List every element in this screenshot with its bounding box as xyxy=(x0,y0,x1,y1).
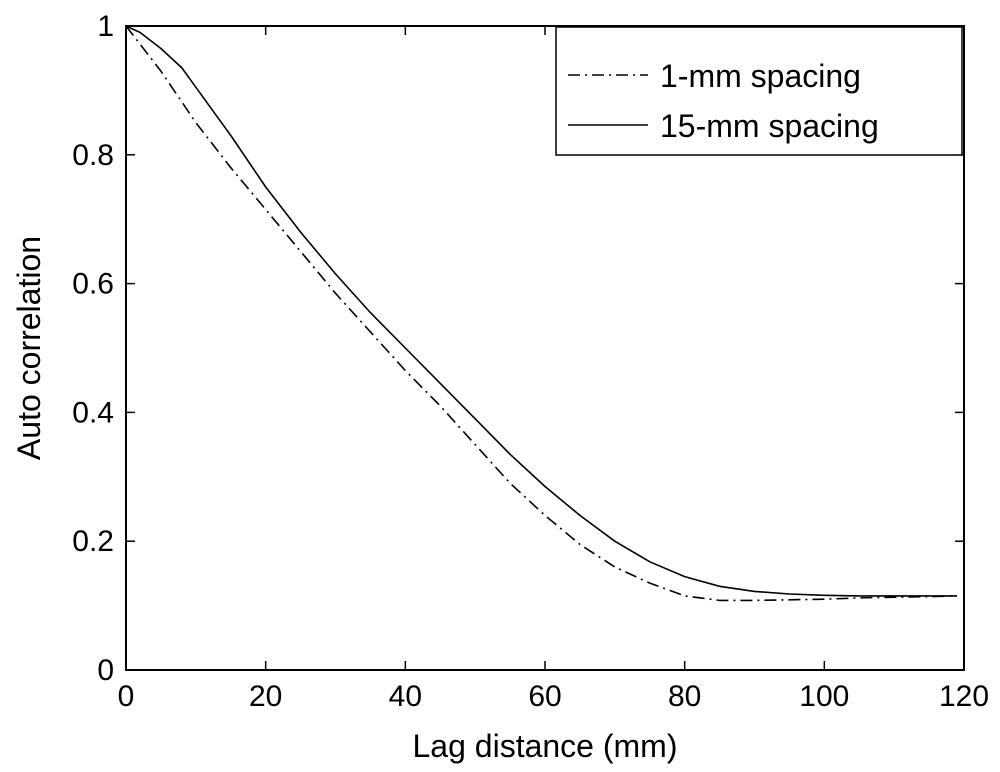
series-line-1-mm-spacing xyxy=(125,25,958,602)
y-tick-label: 0 xyxy=(97,654,114,687)
x-tick-label: 120 xyxy=(939,680,989,713)
x-tick-label: 20 xyxy=(249,680,282,713)
legend-box xyxy=(555,26,963,156)
y-tick-label: 1 xyxy=(97,10,114,43)
x-tick-label: 60 xyxy=(528,680,561,713)
x-tick-label: 0 xyxy=(118,680,135,713)
series-layer xyxy=(125,25,958,602)
legend: 1-mm spacing 15-mm spacing xyxy=(555,26,963,156)
x-tick-label: 40 xyxy=(389,680,422,713)
y-tick-label: 0.4 xyxy=(72,396,114,429)
y-tick-label: 0.8 xyxy=(72,139,114,172)
x-axis: 0 20 40 60 80 100 120 xyxy=(118,26,989,713)
y-tick-label: 0.2 xyxy=(72,525,114,558)
legend-label-15-mm-spacing: 15-mm spacing xyxy=(660,108,879,144)
y-axis: 0 0.2 0.4 0.6 0.8 1 xyxy=(72,10,964,687)
x-tick-label: 80 xyxy=(668,680,701,713)
x-axis-label: Lag distance (mm) xyxy=(413,728,678,764)
legend-label-1-mm-spacing: 1-mm spacing xyxy=(660,58,861,94)
x-tick-label: 100 xyxy=(799,680,849,713)
series-line-15-mm-spacing xyxy=(125,25,957,597)
y-axis-label: Auto correlation xyxy=(11,236,47,460)
y-tick-label: 0.6 xyxy=(72,268,114,301)
